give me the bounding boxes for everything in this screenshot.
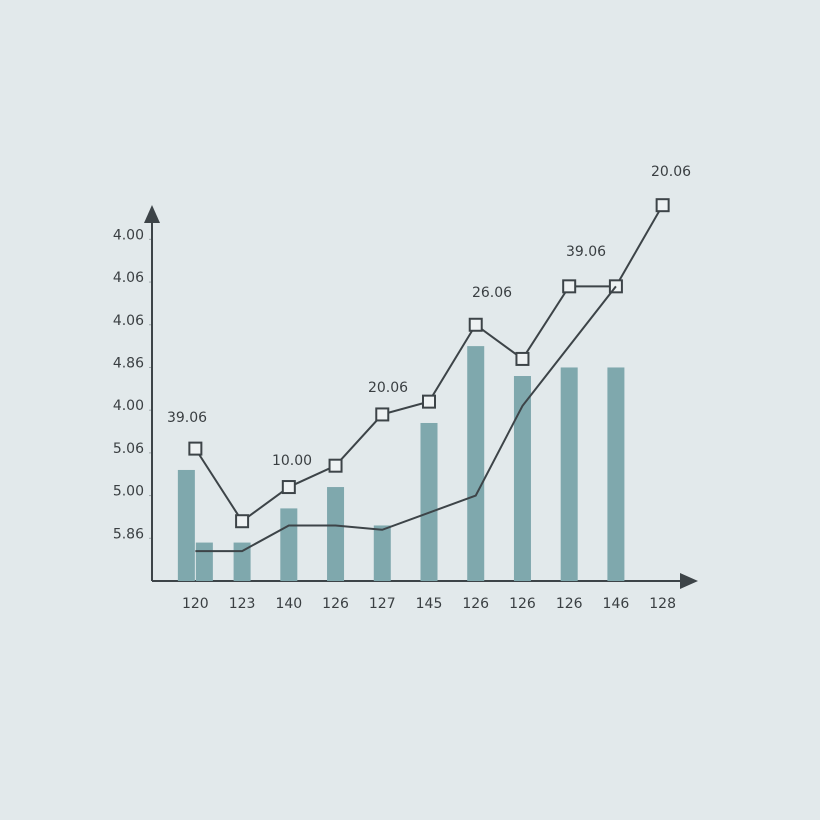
y-tick-label: 5.00 xyxy=(113,484,144,500)
annotation: 20.06 xyxy=(368,380,408,396)
x-tick-label: 145 xyxy=(416,596,443,612)
line-marker xyxy=(655,198,670,213)
annotation: 26.06 xyxy=(472,285,512,301)
x-tick-label: 146 xyxy=(603,596,630,612)
line-marker xyxy=(515,351,530,366)
y-tick-label: 4.06 xyxy=(113,270,144,286)
annotation: 10.00 xyxy=(272,453,312,469)
annotation: 20.06 xyxy=(651,164,691,180)
bar xyxy=(327,487,345,581)
bar xyxy=(467,346,485,581)
bar xyxy=(607,367,625,581)
line-marker xyxy=(562,279,577,294)
bar xyxy=(513,376,531,581)
line-marker xyxy=(235,514,250,529)
bar xyxy=(560,367,578,581)
bar xyxy=(195,542,213,581)
x-tick-label: 126 xyxy=(322,596,349,612)
line-marker xyxy=(468,317,483,332)
line-marker xyxy=(328,458,343,473)
bar xyxy=(420,422,438,581)
x-tick-label: 126 xyxy=(556,596,583,612)
line-marker xyxy=(422,394,436,409)
bar xyxy=(177,469,195,581)
x-tick-label: 140 xyxy=(275,596,302,612)
annotation: 39.06 xyxy=(167,410,207,426)
x-tick-label: 123 xyxy=(229,596,256,612)
y-tick-label: 4.86 xyxy=(113,355,144,371)
y-tick-label: 5.06 xyxy=(113,441,144,457)
bar xyxy=(373,525,391,581)
line-marker xyxy=(375,407,390,422)
line-marker xyxy=(281,480,296,495)
line xyxy=(195,285,617,553)
annotation: 39.06 xyxy=(566,244,606,260)
y-tick-label: 4.00 xyxy=(113,227,144,243)
line-marker xyxy=(188,441,203,456)
bar xyxy=(280,508,298,581)
y-tick-label: 5.86 xyxy=(113,526,144,542)
x-tick-label: 126 xyxy=(462,596,489,612)
x-tick-label: 127 xyxy=(369,596,396,612)
x-tick-label: 120 xyxy=(182,596,209,612)
x-tick-label: 126 xyxy=(509,596,536,612)
bar xyxy=(233,542,251,581)
y-tick-label: 4.00 xyxy=(113,398,144,414)
x-tick-label: 128 xyxy=(649,596,676,612)
y-tick-label: 4.06 xyxy=(113,313,144,329)
